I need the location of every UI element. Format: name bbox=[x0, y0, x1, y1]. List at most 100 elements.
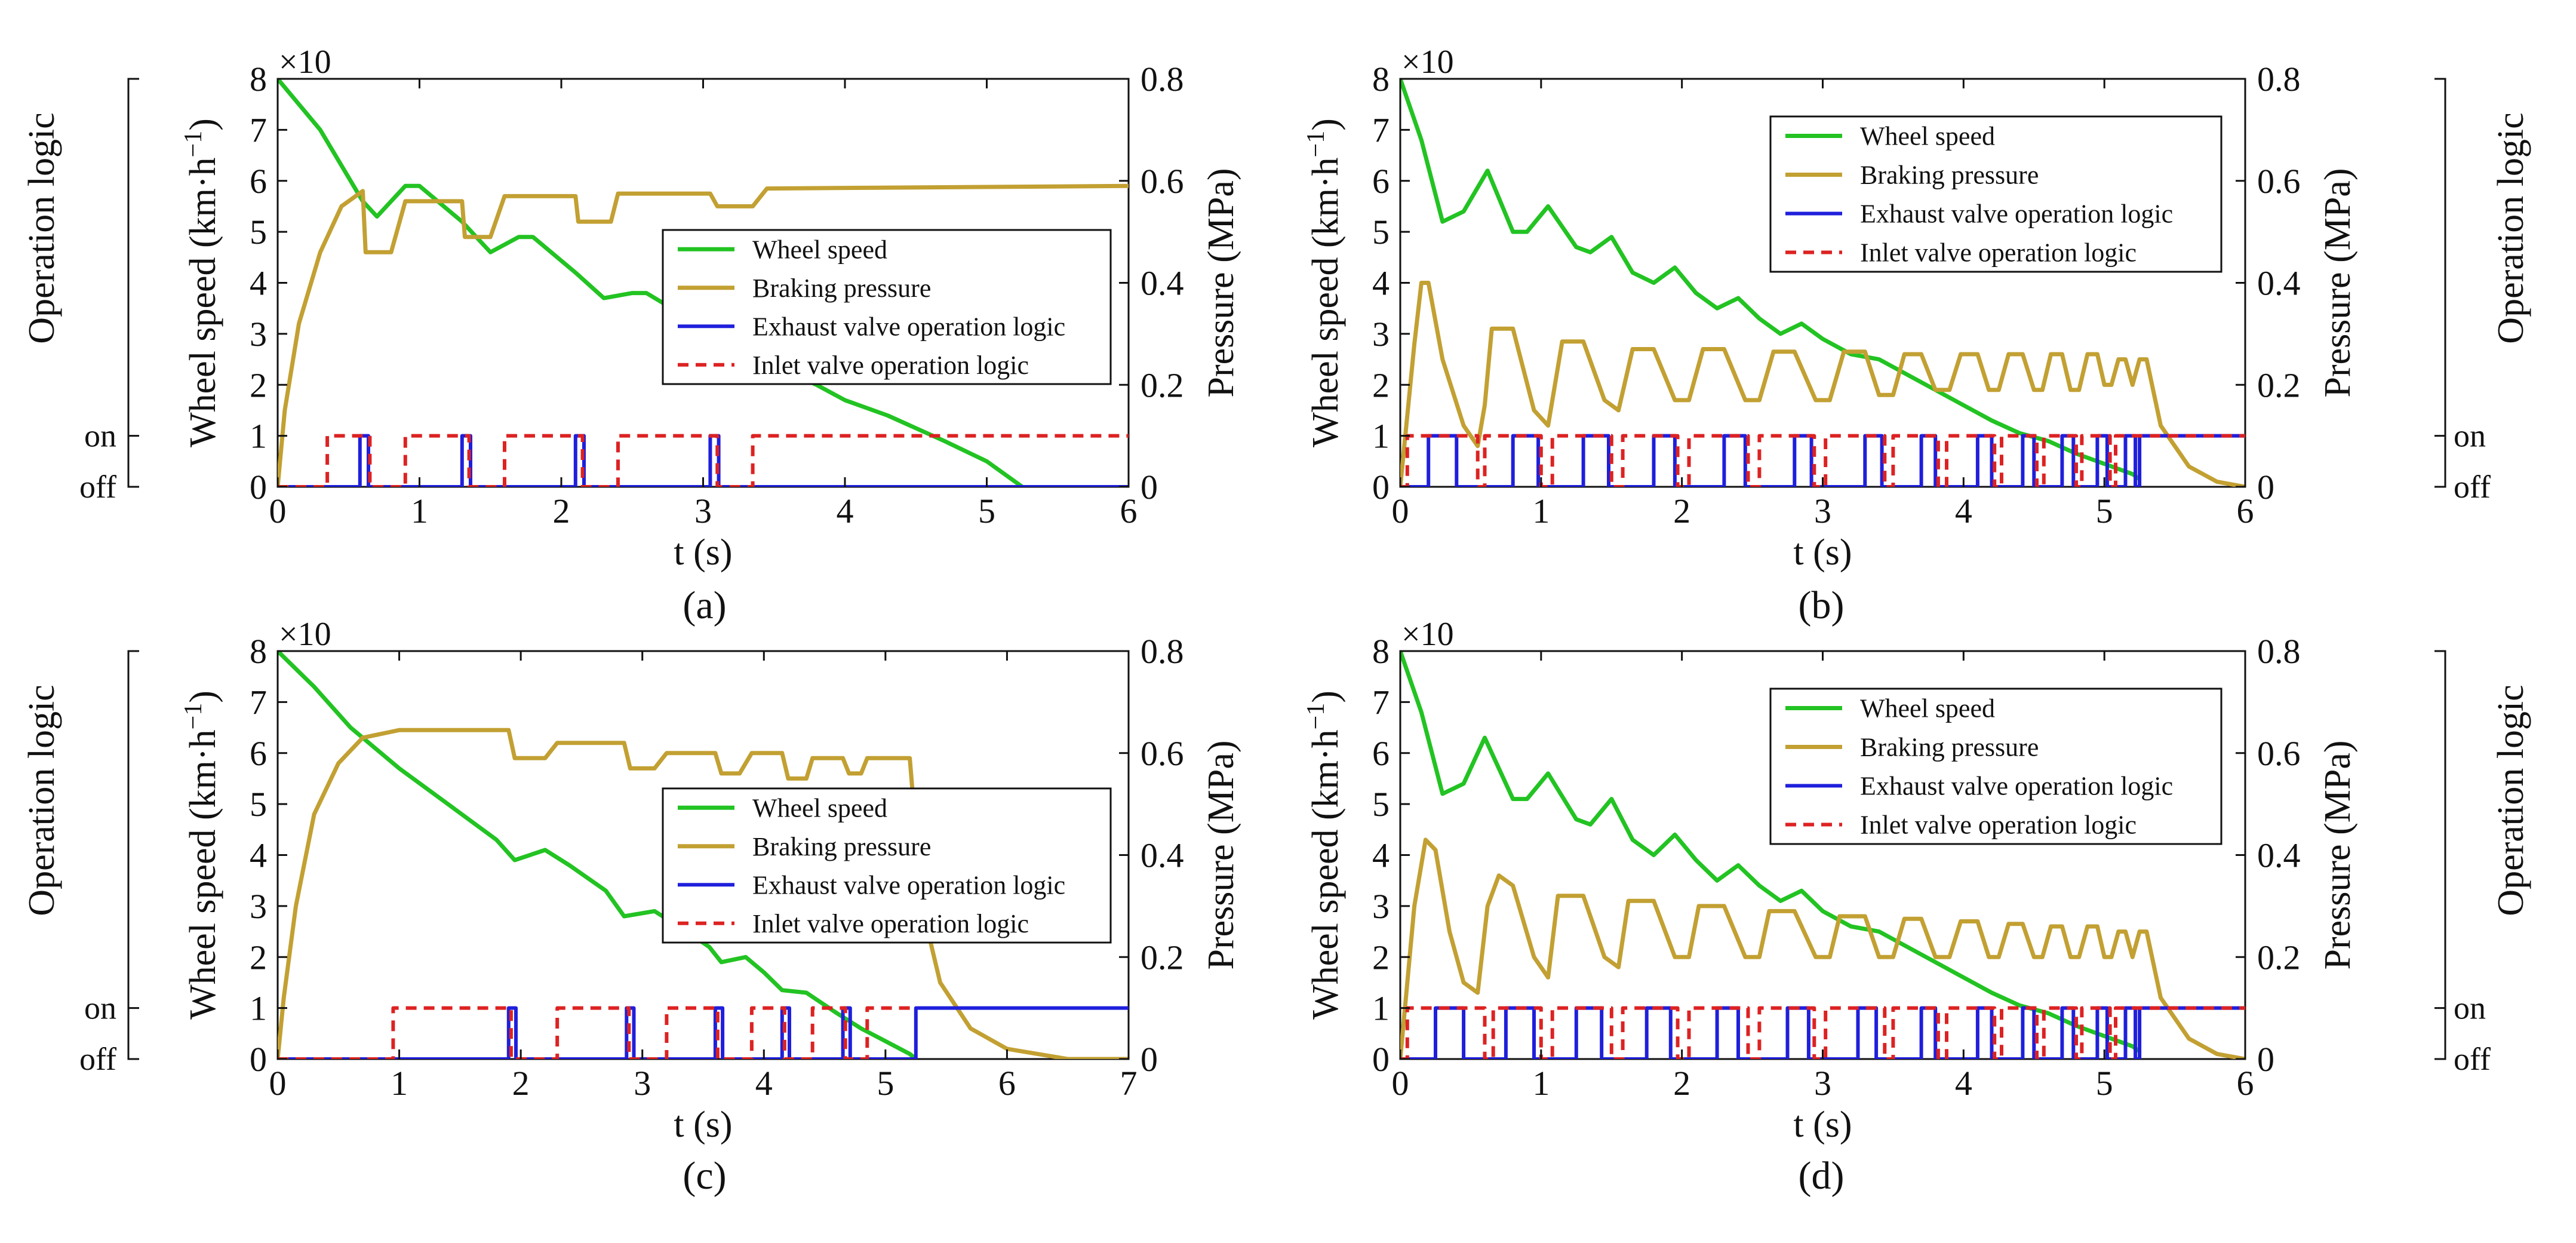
y2-tick-label: 0.6 bbox=[2257, 734, 2301, 773]
legend: Wheel speed Braking pressure Exhaust valve… bbox=[662, 229, 1112, 385]
braking-pressure-line bbox=[1400, 837, 2245, 1059]
y2-tick-label: 0.6 bbox=[1141, 162, 1184, 201]
y2-tick-label: 0.8 bbox=[1141, 60, 1184, 99]
scale-note: ×10 bbox=[1401, 616, 1454, 653]
inlet-valve-line bbox=[1400, 434, 2245, 487]
y-tick-label: 3 bbox=[250, 887, 267, 926]
x-tick-label: 0 bbox=[1392, 492, 1409, 530]
y-tick-label: 8 bbox=[250, 60, 267, 99]
y-tick-label: 3 bbox=[1372, 887, 1390, 926]
y-axis-label-text: Wheel speed (km·h bbox=[1305, 157, 1346, 447]
legend-label: Wheel speed bbox=[752, 793, 887, 822]
logic-axis-label: Operation logic bbox=[21, 112, 62, 343]
x-tick-label: 6 bbox=[998, 1064, 1016, 1103]
y-axis-label-sup: −1 bbox=[180, 131, 207, 158]
y-tick-label: 7 bbox=[1372, 683, 1390, 722]
legend-label: Inlet valve operation logic bbox=[752, 909, 1029, 938]
y-axis-label: Wheel speed (km·h−1) bbox=[1302, 690, 1346, 1020]
x-tick-label: 2 bbox=[1673, 492, 1690, 530]
legend: Wheel speed Braking pressure Exhaust valve… bbox=[1769, 688, 2223, 845]
y-tick-label: 7 bbox=[250, 111, 267, 149]
logic-axis bbox=[127, 78, 139, 488]
legend-box bbox=[1769, 115, 2223, 273]
y2-tick-label: 0.8 bbox=[2257, 60, 2301, 99]
scale-note: ×10 bbox=[279, 616, 331, 653]
x-tick-label: 6 bbox=[2237, 1064, 2254, 1103]
y-tick-label: 1 bbox=[250, 989, 267, 1028]
exhaust-valve-line bbox=[1400, 1006, 2245, 1059]
y-tick-label: 5 bbox=[1372, 213, 1390, 251]
y-axis-label-text: Wheel speed (km·h bbox=[1305, 729, 1346, 1019]
y2-tick-label: 0.4 bbox=[2257, 264, 2301, 303]
y2-tick-label: 0.8 bbox=[2257, 632, 2301, 671]
x-tick-label: 7 bbox=[1120, 1064, 1138, 1103]
y2-tick-label: 0.4 bbox=[1141, 836, 1184, 875]
y-axis-label-close: ) bbox=[183, 690, 223, 703]
logic-tick-label-off: off bbox=[2454, 469, 2491, 505]
y-tick-label: 6 bbox=[1372, 162, 1390, 201]
series-group bbox=[278, 79, 1129, 487]
x-tick-label: 1 bbox=[411, 492, 428, 530]
exhaust-valve-line bbox=[1400, 434, 2245, 487]
y-tick-label: 1 bbox=[250, 417, 267, 456]
y2-tick-label: 0 bbox=[1141, 1040, 1158, 1079]
legend-label: Braking pressure bbox=[1860, 733, 2039, 762]
y-tick-label: 3 bbox=[250, 315, 267, 354]
y2-tick-label: 0.2 bbox=[1141, 938, 1184, 977]
y-tick-label: 6 bbox=[250, 734, 267, 773]
scale-note: ×10 bbox=[1401, 44, 1454, 81]
inlet-valve-line bbox=[278, 1006, 916, 1059]
y-tick-label: 2 bbox=[1372, 366, 1390, 404]
x-tick-label: 0 bbox=[1392, 1064, 1409, 1103]
scale-note: ×10 bbox=[279, 44, 331, 81]
y2-tick-label: 0.6 bbox=[1141, 734, 1184, 773]
x-tick-label: 0 bbox=[269, 1064, 287, 1103]
legend: Wheel speed Braking pressure Exhaust valve… bbox=[1769, 115, 2223, 273]
y-axis-label: Wheel speed (km·h−1) bbox=[180, 118, 223, 447]
legend-box bbox=[662, 229, 1112, 385]
y-tick-label: 8 bbox=[1372, 60, 1390, 99]
x-tick-label: 3 bbox=[1814, 492, 1831, 530]
wheel-speed-line bbox=[278, 79, 1023, 487]
y-tick-label: 7 bbox=[1372, 111, 1390, 149]
logic-axis bbox=[127, 650, 139, 1060]
legend-label: Wheel speed bbox=[752, 235, 887, 264]
x-axis-label: t (s) bbox=[1793, 1104, 1852, 1145]
legend-label: Exhaust valve operation logic bbox=[1860, 200, 2173, 229]
x-tick-label: 3 bbox=[634, 1064, 651, 1103]
x-tick-label: 2 bbox=[512, 1064, 530, 1103]
y2-tick-label: 0.2 bbox=[2257, 366, 2301, 404]
panel-caption: (a) bbox=[683, 584, 726, 627]
y-axis-label: Wheel speed (km·h−1) bbox=[1302, 118, 1346, 447]
y-axis-label-sup: −1 bbox=[1302, 703, 1330, 730]
logic-tick-label-on: on bbox=[84, 418, 116, 454]
y-tick-label: 4 bbox=[1372, 264, 1390, 303]
braking-pressure-line bbox=[1400, 281, 2245, 487]
panel-caption: (c) bbox=[683, 1154, 726, 1198]
x-tick-label: 2 bbox=[553, 492, 570, 530]
y-tick-label: 2 bbox=[250, 366, 267, 404]
y2-axis-label: Pressure (MPa) bbox=[2317, 741, 2358, 970]
exhaust-valve-line bbox=[278, 1006, 1129, 1059]
x-tick-label: 6 bbox=[1120, 492, 1138, 530]
legend-label: Wheel speed bbox=[1860, 694, 1995, 723]
y-tick-label: 1 bbox=[1372, 417, 1390, 456]
y-tick-label: 2 bbox=[1372, 938, 1390, 977]
x-tick-label: 0 bbox=[269, 492, 287, 530]
y-tick-label: 1 bbox=[1372, 989, 1390, 1028]
logic-axis-label: Operation logic bbox=[2491, 112, 2531, 343]
legend-box bbox=[1769, 688, 2223, 845]
y-tick-label: 5 bbox=[250, 785, 267, 824]
x-axis-label: t (s) bbox=[674, 532, 732, 573]
y-axis-label: Wheel speed (km·h−1) bbox=[180, 690, 223, 1020]
x-tick-label: 4 bbox=[1955, 1064, 1972, 1103]
x-tick-label: 5 bbox=[877, 1064, 894, 1103]
y-tick-label: 6 bbox=[250, 162, 267, 201]
y2-axis-label: Pressure (MPa) bbox=[1201, 168, 1241, 398]
x-tick-label: 4 bbox=[837, 492, 854, 530]
y-tick-label: 0 bbox=[250, 468, 267, 507]
braking-pressure-line bbox=[278, 183, 1129, 487]
y-tick-label: 8 bbox=[1372, 632, 1390, 671]
